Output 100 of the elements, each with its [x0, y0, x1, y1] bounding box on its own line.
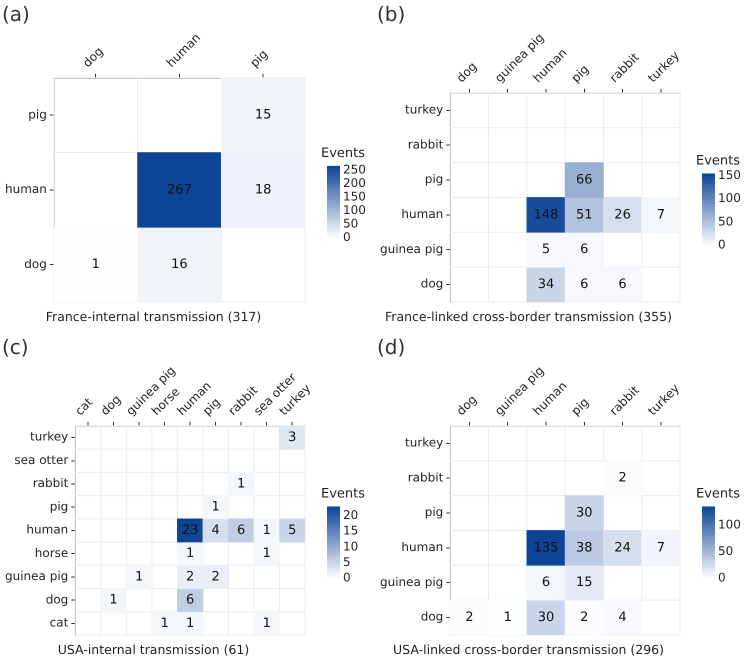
data-label: 1 — [160, 616, 169, 631]
x-tick-label: dog — [98, 392, 124, 418]
x-tick-label: pig — [568, 62, 592, 86]
y-tick-label: pig — [50, 499, 68, 514]
y-tick-label: sea otter — [14, 452, 68, 467]
data-label: 1 — [186, 616, 194, 631]
data-label: 1 — [186, 546, 194, 562]
data-label: 15 — [576, 575, 593, 590]
data-label: 6 — [542, 575, 550, 590]
data-label: 1 — [504, 610, 512, 625]
x-tick-label: cat — [72, 394, 96, 418]
data-label: 6 — [237, 522, 246, 538]
color-bar-title: Events — [696, 486, 740, 502]
data-label: 2 — [618, 470, 627, 486]
data-label: 1 — [262, 522, 271, 538]
data-label: 1 — [262, 546, 271, 562]
data-label: 34 — [538, 276, 554, 292]
data-label: 1 — [237, 476, 246, 492]
chart-title: (c) — [2, 335, 29, 360]
color-bar-title: Events — [696, 153, 740, 168]
color-bar-label: 50 — [718, 544, 734, 558]
x-axis-title: USA-linked cross-border transmission (296) — [393, 642, 664, 657]
data-label: 267 — [167, 182, 192, 198]
data-label: 15 — [254, 108, 272, 123]
data-label: 1 — [134, 569, 144, 584]
data-label: 23 — [182, 522, 198, 538]
y-tick-label: guinea pig — [5, 569, 68, 584]
y-tick-label: cat — [50, 616, 69, 630]
data-label: 1 — [212, 500, 220, 515]
x-tick-label: dog — [454, 392, 480, 418]
data-label: 1 — [109, 592, 118, 608]
y-tick-label: pig — [424, 505, 444, 520]
chart-title: (a) — [2, 2, 30, 26]
data-label: 148 — [534, 207, 558, 222]
color-bar-title: Events — [321, 146, 366, 161]
data-label: 5 — [542, 242, 550, 258]
data-label: 51 — [576, 207, 593, 222]
y-tick-label: rabbit — [408, 137, 444, 152]
color-bar-label: 10 — [343, 539, 358, 554]
data-label: 6 — [580, 242, 588, 258]
data-label: 30 — [538, 610, 554, 625]
color-bar-title: Events — [321, 486, 366, 502]
y-tick-label: dog — [24, 256, 47, 271]
data-label: 1 — [92, 257, 100, 272]
data-label: 2 — [580, 610, 588, 625]
y-tick-label: rabbit — [408, 470, 444, 484]
y-tick-label: dog — [46, 592, 68, 606]
chart-title: (d) — [377, 335, 406, 360]
y-tick-label: pig — [424, 172, 444, 186]
y-tick-label: dog — [420, 610, 444, 624]
y-tick-label: dog — [420, 276, 444, 291]
data-label: 30 — [576, 505, 593, 520]
color-bar-label: 200 — [343, 176, 366, 190]
x-tick-label: pig — [247, 46, 270, 70]
color-bar-label: 0 — [718, 238, 726, 252]
color-bar-label: 0 — [718, 570, 726, 585]
data-label: 7 — [656, 540, 665, 556]
y-tick-label: horse — [34, 546, 68, 560]
x-axis-title: France-linked cross-border transmission (355) — [385, 308, 672, 324]
color-bar-label: 15 — [343, 524, 358, 538]
y-tick-label: human — [401, 540, 444, 554]
color-bar-label: 100 — [718, 517, 741, 532]
data-label: 38 — [576, 540, 593, 556]
data-label: 26 — [614, 207, 631, 222]
data-label: 2 — [186, 569, 194, 584]
data-label: 6 — [580, 276, 588, 292]
data-label: 7 — [656, 207, 665, 222]
y-tick-label: turkey — [30, 430, 68, 444]
y-tick-label: human — [26, 522, 68, 537]
data-label: 24 — [614, 540, 631, 556]
color-bar-label: 150 — [343, 190, 366, 204]
x-tick-label: dog — [454, 59, 480, 86]
color-bar-label: 250 — [343, 162, 366, 177]
data-label: 2 — [212, 569, 220, 584]
color-bar-label: 50 — [718, 214, 734, 228]
x-axis-title: USA-internal transmission (61) — [58, 642, 250, 657]
y-tick-label: pig — [28, 107, 47, 122]
color-bar-label: 50 — [343, 216, 358, 231]
data-label: 4 — [618, 610, 627, 625]
color-bar-label: 5 — [343, 554, 351, 569]
chart-title: (b) — [377, 2, 406, 26]
x-tick-label: dog — [80, 44, 106, 70]
data-label: 2 — [465, 610, 474, 625]
data-label: 3 — [288, 430, 296, 445]
y-tick-label: rabbit — [32, 476, 69, 490]
data-label: 16 — [171, 257, 188, 272]
color-bar-label: 20 — [343, 508, 358, 522]
data-label: 5 — [288, 522, 296, 538]
data-label: 4 — [212, 522, 220, 538]
y-tick-label: guinea pig — [380, 574, 444, 589]
data-label: 6 — [618, 276, 627, 292]
color-bar-label: 100 — [718, 191, 741, 206]
y-tick-label: guinea pig — [380, 242, 444, 256]
color-bar-label: 150 — [718, 168, 741, 182]
y-tick-label: human — [401, 207, 444, 222]
data-label: 1 — [262, 616, 271, 631]
x-tick-label: pig — [568, 395, 592, 418]
y-tick-label: human — [5, 182, 47, 196]
data-label: 6 — [186, 592, 194, 608]
data-label: 66 — [576, 172, 593, 188]
